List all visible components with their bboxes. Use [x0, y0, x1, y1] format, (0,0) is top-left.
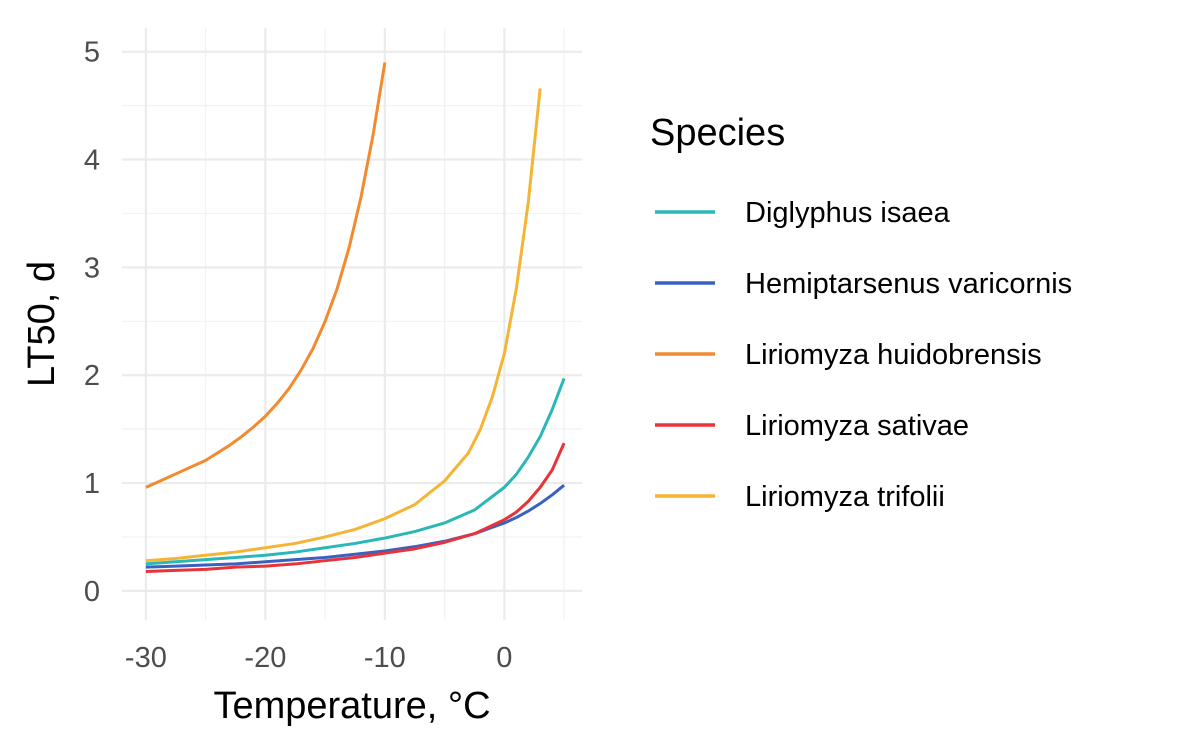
x-tick-label: 0	[496, 642, 512, 674]
series-line-diglyphus-isaea	[145, 377, 566, 566]
legend-label-liriomyza-huidobrensis: Liriomyza huidobrensis	[745, 339, 1042, 371]
x-axis-ticks: -30 -20 -10 0	[125, 642, 512, 674]
legend-label-liriomyza-trifolii: Liriomyza trifolii	[745, 481, 945, 513]
legend-label-liriomyza-sativae: Liriomyza sativae	[745, 410, 969, 442]
x-axis-title: Temperature, °C	[213, 685, 490, 727]
series-line-liriomyza-trifolii	[145, 88, 542, 563]
plot-series	[145, 62, 566, 573]
y-tick-label: 4	[84, 145, 100, 177]
x-tick-label: -20	[244, 642, 286, 674]
y-axis-ticks: 0 1 2 3 4 5	[84, 37, 100, 608]
y-axis-title: LT50, d	[21, 261, 63, 387]
legend: Species Diglyphus isaea Hemiptarsenus var…	[650, 112, 1072, 513]
y-tick-label: 3	[84, 252, 100, 284]
series-line-liriomyza-huidobrensis	[145, 62, 387, 489]
legend-label-hemiptarsenus-varicornis: Hemiptarsenus varicornis	[745, 268, 1072, 300]
y-tick-label: 2	[84, 360, 100, 392]
series-line-hemiptarsenus-varicornis	[145, 484, 566, 569]
y-tick-label: 5	[84, 37, 100, 69]
x-tick-label: -10	[364, 642, 406, 674]
legend-items: Diglyphus isaea Hemiptarsenus varicornis L…	[655, 197, 1072, 513]
x-tick-label: -30	[125, 642, 167, 674]
legend-label-diglyphus-isaea: Diglyphus isaea	[745, 197, 951, 229]
grid	[122, 28, 582, 620]
y-tick-label: 1	[84, 468, 100, 500]
legend-title: Species	[650, 112, 785, 154]
series-line-liriomyza-sativae	[145, 442, 566, 573]
y-tick-label: 0	[84, 576, 100, 608]
